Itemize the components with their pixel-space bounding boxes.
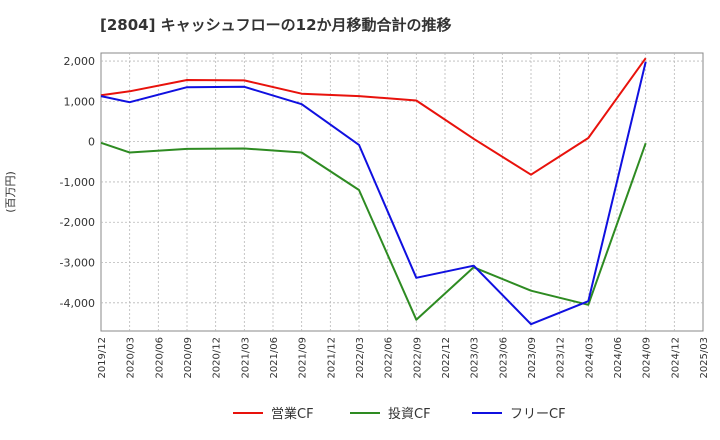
series-line-フリーCF: [100, 61, 647, 326]
x-tick-label: 2019/12: [97, 337, 108, 379]
series-line-投資CF: [100, 141, 647, 321]
x-tick-label: 2024/03: [584, 337, 595, 379]
x-tick-label: 2021/03: [240, 337, 251, 379]
y-tick-label: -4,000: [60, 297, 95, 310]
x-tick-label: 2020/03: [126, 337, 137, 379]
x-tick-label: 2023/12: [556, 337, 567, 379]
x-tick-label: 2022/09: [412, 337, 423, 379]
y-tick-label: -1,000: [60, 176, 95, 189]
x-tick-label: 2020/06: [154, 337, 165, 379]
y-tick-label: 0: [88, 136, 95, 149]
grid-lines: [100, 52, 704, 332]
series-lines: [100, 57, 647, 326]
x-tick-label: 2025/03: [699, 337, 710, 379]
x-tick-label: 2024/12: [670, 337, 681, 379]
x-tick-label: 2022/12: [441, 337, 452, 379]
x-tick-label: 2023/09: [527, 337, 538, 379]
axes: 2,000 1,000 0 -1,000 -2,000 -3,000 -4,000 2019/…: [4, 55, 710, 378]
x-tick-label: 2022/06: [384, 337, 395, 379]
legend: 営業CF 投資CF フリーCF: [233, 406, 566, 422]
y-tick-label: -2,000: [60, 216, 95, 229]
x-tick-label: 2021/12: [326, 337, 337, 379]
y-axis-label: (百万円): [4, 171, 17, 213]
legend-label: フリーCF: [510, 407, 566, 422]
x-tick-label: 2020/09: [183, 337, 194, 379]
x-tick-label: 2023/03: [470, 337, 481, 379]
y-tick-label: 1,000: [64, 95, 96, 108]
x-tick-label: 2024/09: [642, 337, 653, 379]
x-tick-label: 2020/12: [212, 337, 223, 379]
series-line-営業CF: [100, 57, 647, 176]
plot-frame: [100, 52, 704, 332]
y-tick-label: -3,000: [60, 257, 95, 270]
x-tick-label: 2023/06: [498, 337, 509, 379]
legend-label: 投資CF: [388, 406, 431, 422]
x-tick-label: 2021/09: [298, 337, 309, 379]
y-tick-label: 2,000: [64, 55, 96, 68]
chart-title: [2804] キャッシュフローの12か月移動合計の推移: [100, 16, 452, 34]
legend-label: 営業CF: [271, 406, 314, 422]
x-tick-label: 2022/03: [355, 337, 366, 379]
x-tick-label: 2021/06: [269, 337, 280, 379]
x-tick-label: 2024/06: [613, 337, 624, 379]
